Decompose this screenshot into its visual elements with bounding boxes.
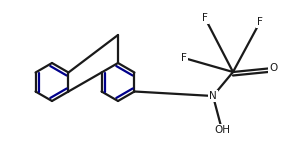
Text: F: F	[202, 13, 208, 23]
Text: O: O	[269, 63, 277, 73]
Text: F: F	[257, 17, 263, 27]
Text: F: F	[181, 53, 187, 63]
Text: OH: OH	[214, 125, 230, 135]
Text: N: N	[209, 91, 217, 101]
